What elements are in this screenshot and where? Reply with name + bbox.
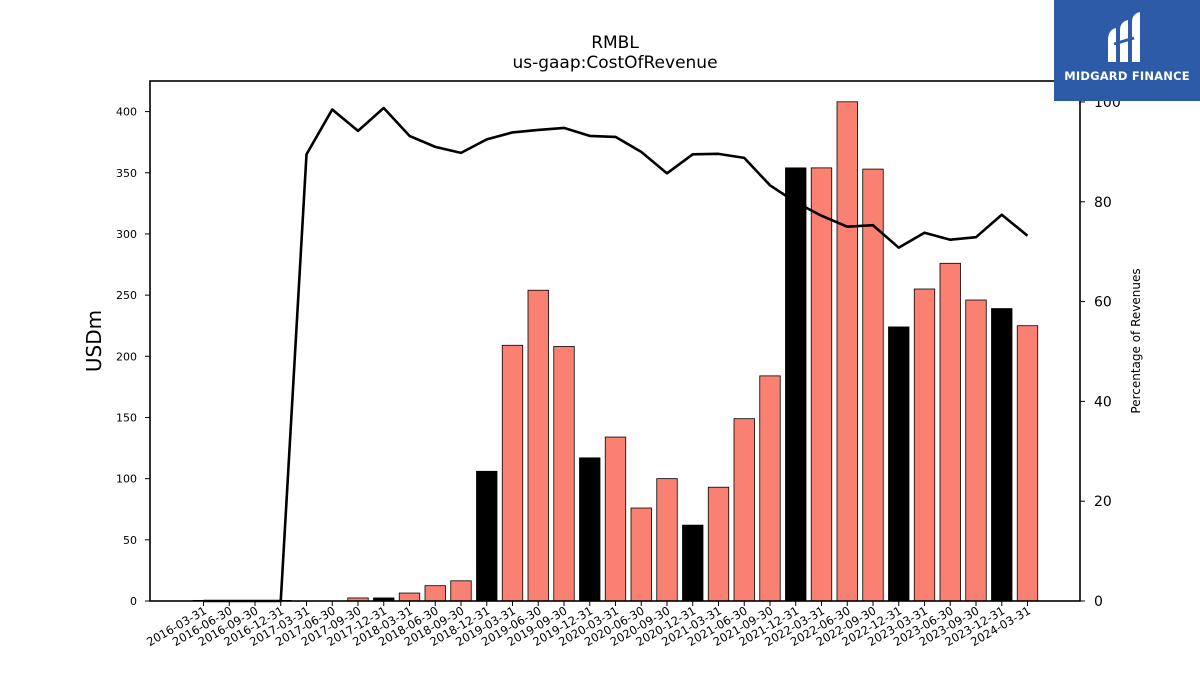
y-tick-label: 400 [116, 106, 137, 119]
bar-2019-12-31 [579, 457, 601, 602]
bar-2022-06-30 [836, 101, 858, 602]
y-tick-label: 100 [116, 473, 137, 486]
bar-2020-12-31 [682, 524, 704, 602]
bar-2021-06-30 [733, 418, 755, 602]
y-tick-label: 50 [123, 534, 137, 547]
bar-2020-03-31 [604, 436, 627, 602]
bar-2023-03-31 [913, 288, 936, 602]
y-tick-label: 200 [116, 350, 137, 363]
bar-2021-03-31 [707, 486, 730, 602]
logo-mark-icon [1108, 12, 1140, 62]
y2-axis-label: Percentage of Revenues [1129, 268, 1143, 413]
chart-subtitle: us-gaap:CostOfRevenue [512, 53, 717, 73]
y-tick-label: 300 [116, 228, 137, 241]
percentage-line-series [203, 106, 1029, 603]
y2-tick-label: 20 [1094, 494, 1112, 510]
bar-2022-12-31 [888, 326, 910, 602]
bar-2019-03-31 [501, 344, 524, 602]
bar-2023-12-31 [991, 308, 1013, 602]
y-tick-label: 350 [116, 167, 137, 180]
bar-2021-09-30 [759, 375, 781, 602]
bar-2021-12-31 [785, 167, 807, 602]
bar-2018-09-30 [450, 580, 472, 602]
bar-2019-06-30 [527, 289, 549, 602]
bar-2018-12-31 [476, 470, 498, 602]
bar-2024-03-31 [1016, 325, 1039, 602]
y-tick-label: 0 [130, 595, 137, 608]
y2-tick-label: 60 [1094, 295, 1112, 311]
percentage-line [203, 106, 1029, 603]
y2-tick-label: 80 [1094, 195, 1112, 211]
bar-2018-03-31 [398, 592, 421, 602]
bar-2022-09-30 [862, 168, 884, 602]
y-tick-label: 150 [116, 411, 137, 424]
bar-2019-09-30 [553, 346, 575, 602]
y-tick-label: 250 [116, 289, 137, 302]
y2-tick-label: 0 [1094, 594, 1103, 610]
logo-text: MIDGARD FINANCE [1064, 69, 1190, 83]
bar-2020-06-30 [630, 507, 652, 602]
bar-2022-03-31 [810, 167, 833, 602]
bar-2023-06-30 [939, 262, 961, 602]
bar-2018-06-30 [424, 585, 446, 602]
bar-series [192, 101, 1039, 602]
y-axis-label: USDm [82, 310, 106, 372]
chart-title: RMBL [591, 33, 639, 53]
midgard-finance-logo: MIDGARD FINANCE [1054, 0, 1200, 101]
bar-2023-09-30 [965, 299, 987, 602]
y2-tick-label: 40 [1094, 394, 1112, 410]
bar-2020-09-30 [656, 478, 678, 602]
